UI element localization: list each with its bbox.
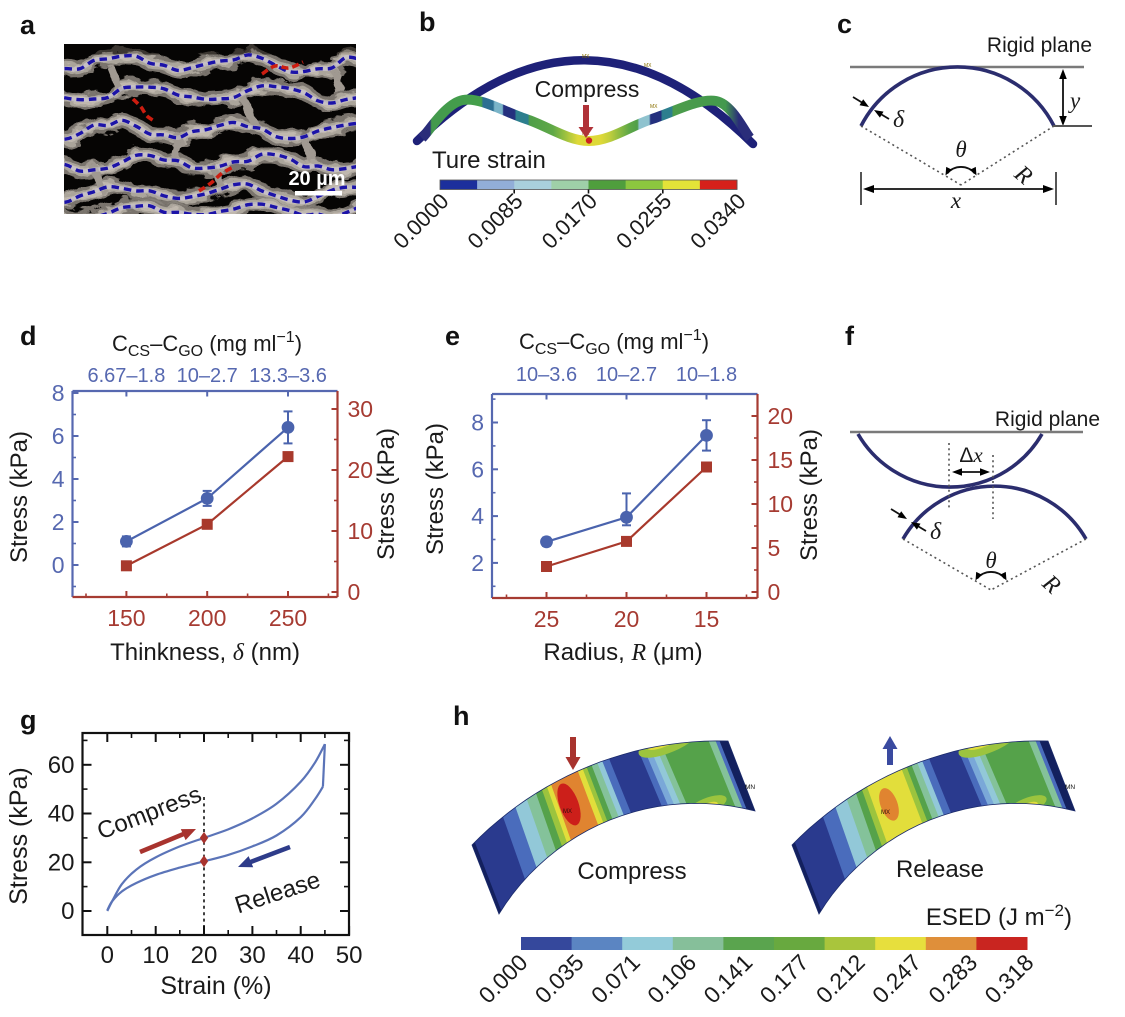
svg-text:Strain (%): Strain (%) — [160, 972, 271, 1000]
svg-text:Compress: Compress — [577, 858, 686, 885]
svg-text:θ: θ — [985, 548, 996, 573]
svg-text:MX: MX — [881, 810, 890, 816]
svg-text:Stress (kPa): Stress (kPa) — [6, 431, 33, 563]
svg-text:4: 4 — [52, 466, 65, 492]
svg-text:10–2.7: 10–2.7 — [177, 365, 238, 387]
svg-text:δ: δ — [930, 519, 942, 545]
svg-text:200: 200 — [188, 605, 226, 631]
svg-text:8: 8 — [52, 380, 65, 406]
svg-text:x: x — [950, 188, 962, 213]
svg-text:13.3–3.6: 13.3–3.6 — [249, 365, 327, 387]
svg-text:6: 6 — [471, 456, 484, 482]
svg-text:6: 6 — [52, 423, 65, 449]
svg-text:2: 2 — [52, 509, 65, 535]
svg-text:10–1.8: 10–1.8 — [676, 364, 737, 386]
svg-text:0: 0 — [768, 579, 781, 605]
svg-text:Stress (kPa): Stress (kPa) — [796, 429, 823, 561]
svg-text:δ: δ — [893, 107, 905, 133]
svg-text:d: d — [20, 321, 37, 351]
svg-text:40: 40 — [48, 801, 75, 828]
svg-text:Rigid plane: Rigid plane — [987, 34, 1092, 57]
svg-text:Thinkness, δ (nm): Thinkness, δ (nm) — [110, 639, 300, 666]
svg-text:h: h — [453, 701, 470, 731]
svg-text:θ: θ — [955, 137, 966, 162]
svg-text:25: 25 — [534, 606, 560, 632]
svg-text:15: 15 — [694, 606, 720, 632]
svg-text:20: 20 — [48, 849, 75, 876]
svg-text:MX: MX — [563, 809, 572, 815]
svg-text:Stress (kPa): Stress (kPa) — [422, 423, 449, 555]
svg-text:30: 30 — [239, 942, 266, 969]
svg-text:15: 15 — [768, 447, 794, 473]
svg-text:20: 20 — [348, 457, 374, 483]
svg-text:250: 250 — [269, 605, 307, 631]
svg-text:0: 0 — [52, 552, 65, 578]
svg-text:150: 150 — [107, 605, 145, 631]
svg-text:0: 0 — [101, 942, 114, 969]
svg-text:MX: MX — [650, 104, 658, 110]
svg-text:y: y — [1068, 88, 1081, 113]
svg-text:0: 0 — [348, 579, 361, 605]
svg-text:20: 20 — [614, 606, 640, 632]
svg-text:Release: Release — [896, 856, 984, 883]
svg-text:f: f — [845, 321, 855, 351]
svg-text:MN: MN — [1065, 784, 1075, 791]
svg-text:Radius, R (μm): Radius, R (μm) — [543, 639, 702, 666]
svg-text:60: 60 — [48, 752, 75, 779]
svg-text:Ture strain: Ture strain — [432, 147, 546, 174]
svg-text:Stress (kPa): Stress (kPa) — [373, 428, 400, 560]
svg-text:50: 50 — [336, 942, 363, 969]
svg-text:10–2.7: 10–2.7 — [596, 364, 657, 386]
svg-text:10: 10 — [768, 491, 794, 517]
svg-text:6.67–1.8: 6.67–1.8 — [87, 365, 165, 387]
svg-text:Rigid plane: Rigid plane — [995, 408, 1100, 431]
svg-text:Compress: Compress — [535, 76, 640, 102]
svg-text:4: 4 — [471, 503, 484, 529]
svg-text:0: 0 — [61, 898, 74, 925]
svg-text:10–3.6: 10–3.6 — [516, 364, 577, 386]
svg-text:40: 40 — [287, 942, 314, 969]
svg-text:b: b — [419, 7, 436, 37]
svg-text:MX: MX — [644, 63, 652, 69]
svg-text:Δx: Δx — [959, 443, 983, 467]
svg-text:Stress (kPa): Stress (kPa) — [5, 767, 33, 905]
svg-text:30: 30 — [348, 396, 374, 422]
svg-text:20: 20 — [191, 942, 218, 969]
svg-text:MX: MX — [582, 54, 590, 60]
svg-text:10: 10 — [348, 518, 374, 544]
svg-text:5: 5 — [768, 535, 781, 561]
svg-text:a: a — [20, 10, 36, 40]
svg-text:8: 8 — [471, 410, 484, 436]
svg-text:c: c — [837, 9, 852, 39]
svg-text:e: e — [445, 321, 460, 351]
svg-text:20: 20 — [768, 403, 794, 429]
svg-text:20 µm: 20 µm — [288, 168, 345, 190]
svg-text:g: g — [20, 705, 37, 735]
svg-text:10: 10 — [142, 942, 169, 969]
svg-text:2: 2 — [471, 550, 484, 576]
svg-text:MN: MN — [745, 784, 755, 791]
